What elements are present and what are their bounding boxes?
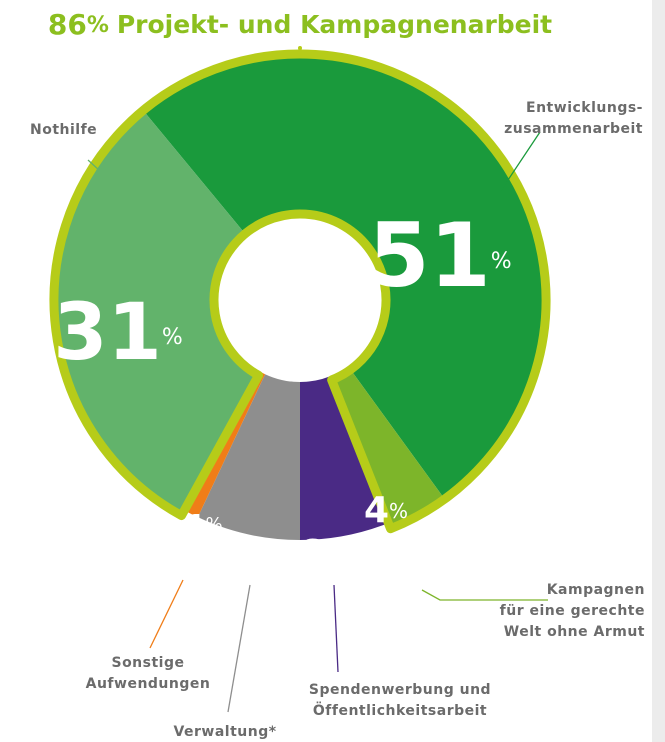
headline-value: 86: [48, 8, 87, 41]
value-unit: %: [263, 542, 282, 566]
leader-line: [227, 584, 251, 713]
value-label: 51%: [368, 204, 511, 307]
donut-segment: [50, 107, 261, 520]
category-label: Sonstige Aufwendungen: [86, 655, 211, 692]
value-unit: %: [162, 325, 183, 350]
value-label: 31%: [53, 288, 182, 378]
donut-segment: [140, 50, 550, 503]
value-unit: %: [205, 514, 222, 535]
leader-line: [333, 584, 339, 673]
category-label: Spendenwerbung und Öffentlichkeitsarbeit: [309, 682, 491, 719]
value-unit: %: [389, 499, 408, 523]
donut-segment: [330, 366, 447, 533]
donut-segment: [300, 376, 389, 540]
leader-line: [421, 589, 548, 601]
category-label: Nothilfe: [30, 122, 97, 138]
value-unit: %: [323, 542, 342, 566]
value-label: 4%: [364, 490, 408, 531]
headline: 86% Projekt- und Kampagnenarbeit: [48, 8, 552, 41]
leader-line: [499, 131, 541, 193]
value-unit: %: [491, 249, 512, 274]
side-strip: [652, 0, 665, 742]
headline-unit: %: [87, 13, 109, 38]
leader-line: [149, 579, 184, 649]
category-label: Kampagnen für eine gerechte Welt ohne Armu…: [500, 582, 645, 640]
value-number: 6: [298, 533, 323, 574]
group-outline: [49, 49, 551, 534]
value-number: 1: [187, 510, 205, 540]
value-label: 6%: [298, 533, 342, 574]
value-label: 1%: [187, 510, 222, 540]
donut-segment: [197, 374, 300, 540]
category-label: Entwicklungs-zusammenarbeit: [504, 100, 643, 137]
value-number: 31: [53, 288, 162, 378]
value-number: 7: [238, 533, 263, 574]
value-label: 7%: [238, 533, 282, 574]
value-number: 51: [368, 204, 490, 307]
headline-text: Projekt- und Kampagnenarbeit: [117, 10, 552, 39]
category-label: Verwaltung*: [173, 724, 276, 740]
value-number: 4: [364, 490, 389, 531]
leader-line: [87, 159, 113, 183]
